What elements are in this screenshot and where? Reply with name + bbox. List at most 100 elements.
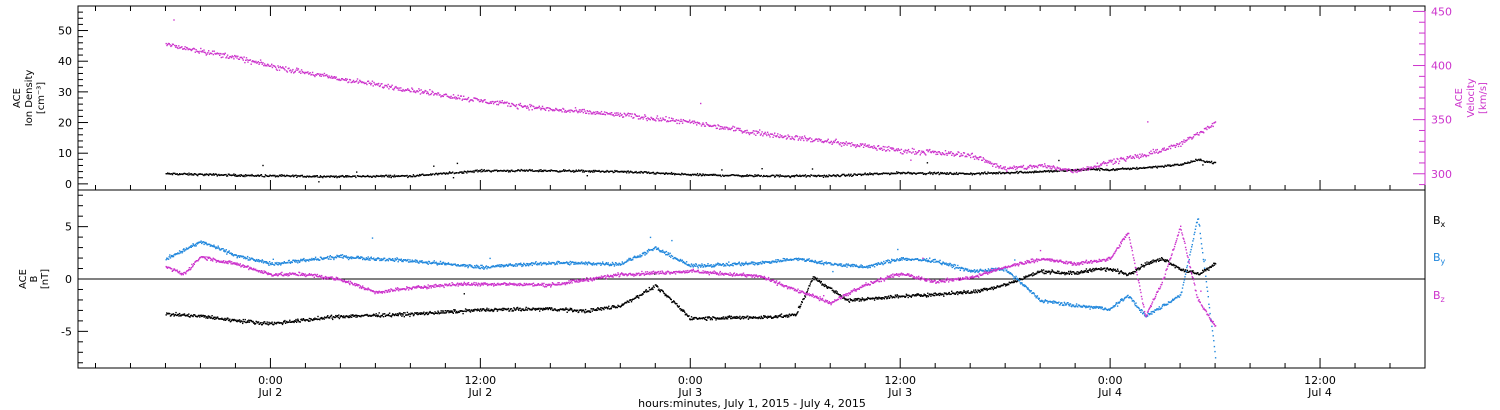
data-point [209,245,211,247]
data-point [600,307,602,309]
data-point [408,175,411,177]
x-tick-label-time: 0:00 [678,374,703,387]
data-point [928,149,930,151]
data-point [1031,167,1033,169]
data-point [449,172,451,174]
data-point [187,48,189,51]
data-point [543,107,545,110]
data-point [933,171,936,174]
data-point [905,295,907,298]
data-point [206,53,208,55]
data-point [1116,169,1118,171]
data-point [1007,167,1010,170]
data-point [348,78,351,81]
data-point [945,173,947,175]
data-point [963,173,966,175]
data-point [205,241,207,244]
data-point [598,113,600,115]
data-point [327,315,329,317]
data-point [263,64,265,67]
data-point [341,256,343,259]
data-point [507,102,510,105]
data-point [682,309,685,311]
data-point [183,250,186,252]
data-point [1018,171,1021,173]
data-point [260,322,262,324]
data-point [215,317,218,319]
data-point [926,162,929,164]
data-point [750,132,752,134]
data-point [520,168,522,171]
data-point [340,254,342,256]
data-point [946,154,948,156]
data-point [796,135,799,138]
data-point [1108,159,1110,162]
data-point [573,110,575,113]
data-point [664,294,666,297]
data-point [961,291,963,294]
data-point [762,135,764,137]
data-point [406,89,408,91]
data-point [1206,268,1209,271]
data-point [1164,260,1166,263]
data-point [382,175,385,177]
data-point [846,174,848,177]
data-point [333,258,335,261]
data-point [173,315,175,317]
data-point [851,142,853,144]
data-point [1183,139,1185,141]
data-point [905,172,907,174]
data-point [478,99,480,101]
data-point [1210,161,1212,163]
data-point [165,173,167,175]
data-point [171,173,173,175]
data-point [1090,269,1092,271]
data-point [703,317,706,320]
data-point [396,87,399,89]
data-point [585,112,588,114]
data-point [657,172,659,174]
data-point [412,174,415,176]
data-point [589,110,591,112]
data-point [265,64,267,66]
data-point [566,170,569,172]
data-point [585,112,587,114]
data-point [261,175,263,178]
data-point [1120,270,1122,272]
data-point [568,169,570,171]
data-point [184,172,186,175]
data-point [259,323,261,325]
data-point [215,247,217,250]
data-point [729,128,731,130]
data-point [622,304,624,306]
data-point [222,56,224,58]
data-point [1135,155,1137,157]
data-point [201,173,204,175]
data-point [1027,165,1029,168]
data-point [606,308,609,310]
data-point [932,150,934,152]
data-point [492,103,495,105]
data-point [468,170,470,173]
data-point [803,298,805,300]
data-point [1016,170,1018,173]
data-point [994,163,996,165]
data-point [1035,170,1037,172]
data-point [864,172,866,174]
data-point [979,156,981,158]
data-point [583,108,585,111]
data-point [365,82,367,84]
data-point [1136,154,1139,156]
data-point [214,246,216,248]
data-point [855,145,858,147]
data-point [836,174,838,176]
data-point [896,171,898,173]
data-point [1012,281,1014,284]
data-point [814,277,816,279]
data-point [1187,161,1189,163]
data-point [659,117,662,119]
data-point [737,127,739,130]
data-point [419,93,422,95]
data-point [625,115,627,117]
data-point [519,102,522,105]
